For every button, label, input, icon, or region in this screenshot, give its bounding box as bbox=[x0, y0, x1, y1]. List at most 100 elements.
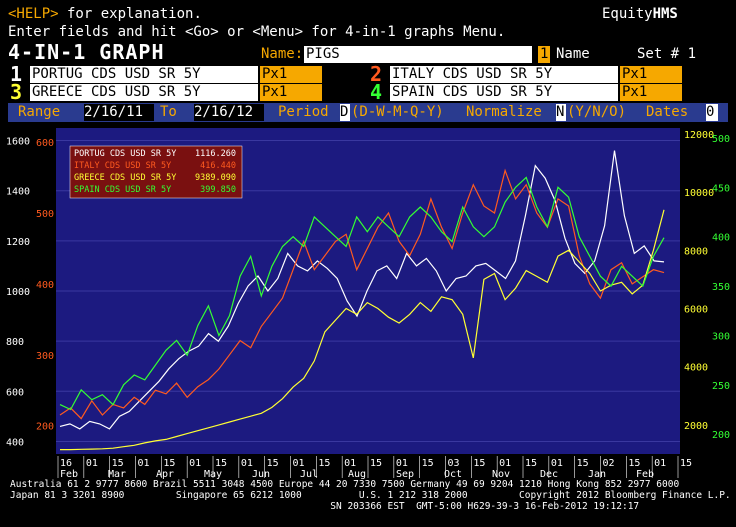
x-month-label: Jul bbox=[300, 469, 318, 479]
x-day-tick-label: 15 bbox=[215, 458, 227, 469]
normalize-label: Normalize bbox=[466, 104, 542, 120]
x-day-tick-label: 01 bbox=[293, 458, 305, 469]
axes: 400 600 800 1000 1200 1400 1600 200 300 400 500 600… bbox=[6, 130, 730, 449]
legend-series-value: 9389.090 bbox=[195, 173, 236, 183]
x-day-tick-label: 01 bbox=[138, 458, 150, 469]
normalize-options: (Y/N/O) bbox=[567, 104, 627, 120]
spain-axis-tick-label: 350 bbox=[712, 282, 730, 293]
security-1-field[interactable]: Px1 bbox=[260, 66, 322, 83]
x-month-label: Apr bbox=[156, 469, 174, 479]
brand-suffix: HMS bbox=[652, 6, 678, 22]
x-day-tick-label: 01 bbox=[189, 458, 201, 469]
x-month-label: Sep bbox=[396, 469, 414, 479]
x-day-tick-label: 01 bbox=[654, 458, 666, 469]
help-text: for explanation. bbox=[58, 6, 202, 22]
legend-series-name: ITALY CDS USD SR 5Y bbox=[74, 161, 171, 171]
legend-series-name: PORTUG CDS USD SR 5Y bbox=[74, 149, 176, 159]
series-line-portugal bbox=[59, 150, 665, 430]
x-month-label: Nov bbox=[492, 469, 510, 479]
brand-prefix: Equity bbox=[602, 6, 653, 22]
x-month-label: Oct bbox=[444, 469, 462, 479]
x-month-label: Feb bbox=[636, 469, 654, 479]
period-field[interactable]: D bbox=[340, 104, 350, 121]
normalize-field[interactable]: N bbox=[556, 104, 566, 121]
portugal-axis-tick-label: 400 bbox=[6, 437, 24, 448]
security-1-number: 1 bbox=[10, 62, 23, 86]
series-lines bbox=[59, 150, 665, 451]
security-2-number: 2 bbox=[370, 62, 383, 86]
x-day-tick-label: 01 bbox=[499, 458, 511, 469]
legend-series-name: GREECE CDS USD SR 5Y bbox=[74, 173, 176, 183]
period-label: Period bbox=[278, 104, 329, 120]
x-month-label: Mar bbox=[108, 469, 126, 479]
greece-axis-tick-label: 6000 bbox=[684, 304, 708, 315]
security-2-field[interactable]: Px1 bbox=[620, 66, 682, 83]
portugal-axis-tick-label: 800 bbox=[6, 337, 24, 348]
portugal-axis-tick-label: 1600 bbox=[6, 137, 30, 148]
greece-axis-tick-label: 10000 bbox=[684, 188, 714, 199]
period-options: (D-W-M-Q-Y) bbox=[351, 104, 444, 120]
range-from-field[interactable]: 2/16/11 bbox=[84, 104, 154, 121]
name-option-box[interactable]: 1 bbox=[538, 46, 550, 63]
security-3-name[interactable]: GREECE CDS USD SR 5Y bbox=[30, 84, 258, 101]
legend-box bbox=[69, 145, 243, 199]
brand: EquityHMS bbox=[602, 6, 678, 22]
spain-axis-tick-label: 500 bbox=[712, 134, 730, 145]
security-3-number: 3 bbox=[10, 80, 23, 104]
spain-axis-tick-label: 250 bbox=[712, 381, 730, 392]
x-month-label: Jan bbox=[588, 469, 606, 479]
instruction-line: Enter fields and hit <Go> or <Menu> for … bbox=[8, 24, 506, 40]
range-to-label: To bbox=[160, 104, 177, 120]
help-key[interactable]: <HELP> bbox=[8, 6, 59, 22]
footer-line-1: Australia 61 2 9777 8600 Brazil 5511 304… bbox=[10, 479, 680, 490]
x-day-tick-label: 15 bbox=[628, 458, 640, 469]
series-line-greece bbox=[60, 209, 665, 451]
x-month-label: Feb bbox=[60, 469, 78, 479]
x-day-tick-label: 16 bbox=[60, 458, 72, 469]
footer-line-3: SN 203366 EST GMT-5:00 H629-39-3 16-Feb-… bbox=[10, 501, 640, 512]
set-label: Set # 1 bbox=[637, 46, 697, 62]
italy-axis-tick-label: 200 bbox=[36, 422, 54, 433]
greece-axis-tick-label: 12000 bbox=[684, 130, 714, 141]
security-4-field[interactable]: Px1 bbox=[620, 84, 682, 101]
security-4-name[interactable]: SPAIN CDS USD SR 5Y bbox=[390, 84, 618, 101]
spain-axis-tick-label: 450 bbox=[712, 183, 730, 194]
footer-line-2: Japan 81 3 3201 8900 Singapore 65 6212 1… bbox=[10, 490, 731, 501]
name-option-label: Name bbox=[556, 46, 590, 62]
portugal-axis-tick-label: 1400 bbox=[6, 187, 30, 198]
x-day-tick-label: 01 bbox=[396, 458, 408, 469]
x-day-tick-label: 03 bbox=[448, 458, 460, 469]
legend: PORTUG CDS USD SR 5Y 1116.260 ITALY CDS US… bbox=[69, 145, 243, 199]
security-1-name[interactable]: PORTUG CDS USD SR 5Y bbox=[30, 66, 258, 83]
dates-label: Dates bbox=[646, 104, 689, 120]
x-month-label: May bbox=[204, 469, 222, 479]
range-bar: Range 2/16/11 To 2/16/12 Period D (D-W-M… bbox=[8, 103, 728, 122]
x-day-tick-label: 01 bbox=[241, 458, 253, 469]
italy-axis-tick-label: 600 bbox=[36, 138, 54, 149]
x-day-tick-label: 15 bbox=[318, 458, 330, 469]
x-day-tick-label: 01 bbox=[344, 458, 356, 469]
dates-field[interactable]: 0 bbox=[706, 104, 718, 121]
x-month-label: Jun bbox=[252, 469, 270, 479]
x-day-tick-label: 15 bbox=[525, 458, 537, 469]
help-line: <HELP> for explanation. bbox=[8, 6, 202, 22]
security-3-field[interactable]: Px1 bbox=[260, 84, 322, 101]
x-day-tick-label: 01 bbox=[551, 458, 563, 469]
x-axis: 16 01 15 01 15 01 15 01 15 01 15 01 15 01 15 03 15 01 15 01… bbox=[52, 456, 692, 479]
legend-series-value: 1116.260 bbox=[195, 149, 236, 159]
range-to-field[interactable]: 2/16/12 bbox=[194, 104, 264, 121]
x-month-label: Dec bbox=[540, 469, 558, 479]
greece-axis-tick-label: 4000 bbox=[684, 363, 708, 374]
greece-axis-tick-label: 8000 bbox=[684, 246, 708, 257]
security-2-name[interactable]: ITALY CDS USD SR 5Y bbox=[390, 66, 618, 83]
greece-axis-tick-label: 2000 bbox=[684, 421, 708, 432]
italy-axis-tick-label: 300 bbox=[36, 351, 54, 362]
name-field[interactable]: PIGS bbox=[304, 46, 532, 63]
series-line-italy bbox=[59, 168, 665, 420]
portugal-axis-tick-label: 600 bbox=[6, 387, 24, 398]
spain-axis-tick-label: 300 bbox=[712, 331, 730, 342]
x-day-tick-label: 15 bbox=[267, 458, 279, 469]
cds-line-chart: 400 600 800 1000 1200 1400 1600 200 300 400 500 600… bbox=[6, 128, 730, 479]
x-day-tick-label: 15 bbox=[473, 458, 485, 469]
spain-axis-tick-label: 400 bbox=[712, 233, 730, 244]
